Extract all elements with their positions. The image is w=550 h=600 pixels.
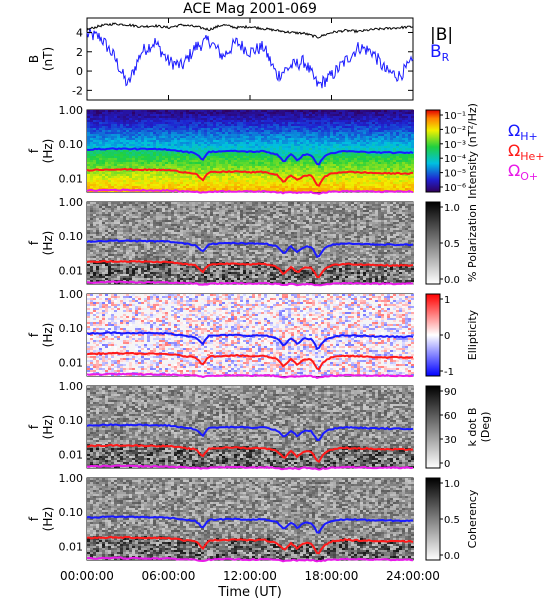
colorbar-tick-label: 10⁻⁵ — [444, 169, 466, 180]
panel-ylabel: f — [27, 424, 41, 429]
spectrogram-panel-5 — [86, 478, 414, 563]
colorbar-tick-label: 0.0 — [444, 551, 460, 562]
panel-axes-1: 1.00 0.10 0.01 10⁻¹ 10⁻² 10⁻³ 10⁻⁴ 10⁻⁵ 10⁻⁶ Inte… — [27, 103, 479, 199]
b-ytick-label: 2 — [76, 46, 83, 59]
colorbar — [425, 293, 441, 377]
colorbar-label: Intensity (nT²/Hz) — [466, 103, 479, 199]
x-tick-label: 06:00:00 — [142, 569, 196, 583]
br-line — [86, 28, 414, 89]
colorbar — [425, 109, 441, 193]
gyro-line-heplus-p1 — [86, 167, 413, 187]
gyro-line-heplus-p3 — [86, 351, 414, 371]
gyro-line-oplus-p3 — [86, 372, 414, 379]
panel-yunit: (Hz) — [41, 323, 55, 348]
freq-tick-label: 0.01 — [59, 540, 84, 553]
legend-omega-o: ΩO+ — [508, 161, 538, 183]
x-axis-label: Time (UT) — [217, 585, 282, 600]
colorbar-label: Coherency — [466, 489, 479, 548]
gyro-line-oplus-p4 — [86, 464, 414, 471]
panel-axes-0: B (nT) — [27, 17, 414, 101]
colorbar-tick-label: 10⁻³ — [444, 140, 466, 151]
freq-tick-label: 0.10 — [59, 506, 84, 519]
gyro-line-hplus-p5 — [86, 515, 413, 534]
legend-br: BR — [430, 42, 450, 64]
legend-omega-h: ΩH+ — [508, 121, 538, 143]
colorbar-label-unit: (Deg) — [479, 412, 492, 443]
gyro-line-heplus-p5 — [86, 535, 414, 555]
freq-tick-label: 0.10 — [59, 414, 84, 427]
freq-tick-label: 1.00 — [59, 288, 84, 301]
colorbar-tick-label: 10⁻⁶ — [444, 183, 466, 194]
gyro-line-heplus-p4 — [86, 443, 414, 464]
x-tick-label: 24:00:00 — [386, 569, 440, 583]
colorbar-tick-label: 1 — [444, 295, 450, 306]
freq-tick-label: 1.00 — [59, 472, 84, 485]
b-ytick-label: 4 — [76, 26, 83, 39]
b-ytick-label: -2 — [72, 84, 83, 97]
colorbar-tick-label: 0 — [444, 331, 450, 342]
legend-bmag: |B| — [430, 25, 453, 45]
colorbar — [425, 201, 441, 285]
x-tick-label: 18:00:00 — [305, 569, 359, 583]
legend-omega-he: ΩHe+ — [508, 141, 545, 163]
panel-ylabel: f — [27, 332, 41, 337]
gyro-line-hplus-p1 — [86, 147, 414, 166]
freq-tick-label: 0.01 — [59, 448, 84, 461]
gyro-line-oplus-p2 — [86, 280, 414, 287]
colorbar-tick-label: 10⁻⁴ — [444, 154, 466, 165]
chart-title: ACE Mag 2001-069 — [183, 1, 317, 17]
panel-ylabel: f — [27, 516, 41, 521]
gyro-line-hplus-p4 — [86, 423, 414, 442]
colorbar-tick-label: 1.0 — [444, 203, 460, 214]
colorbar-label: % Polarization — [466, 204, 479, 282]
b-field-panel: 4 2 0 -2 — [72, 22, 414, 97]
colorbar-label: Ellipticity — [466, 309, 479, 360]
panel-ylabel: B — [27, 55, 41, 63]
freq-tick-label: 0.10 — [59, 230, 84, 243]
x-tick-label: 00:00:00 — [60, 569, 114, 583]
x-tick-label: 12:00:00 — [223, 569, 277, 583]
colorbar-tick-label: -1 — [444, 367, 454, 378]
colorbar-tick-label: 10⁻² — [444, 125, 466, 136]
panel-ylabel: f — [27, 148, 41, 153]
freq-tick-label: 0.10 — [59, 138, 84, 151]
spectrogram-panel-4 — [86, 386, 414, 471]
freq-tick-label: 1.00 — [59, 380, 84, 393]
freq-tick-label: 0.01 — [59, 264, 84, 277]
gyro-line-oplus-p1 — [86, 188, 414, 195]
gyro-line-hplus-p3 — [86, 331, 414, 351]
colorbar-tick-label: 10⁻¹ — [444, 111, 466, 122]
panel-yunit: (Hz) — [41, 139, 55, 164]
colorbar — [425, 477, 441, 561]
gyro-line-hplus-p2 — [86, 239, 414, 258]
colorbar-tick-label: 30 — [444, 435, 457, 446]
colorbar — [425, 385, 441, 469]
bmag-line — [86, 22, 414, 39]
colorbar-tick-label: 0 — [444, 459, 450, 470]
freq-tick-label: 1.00 — [59, 104, 84, 117]
colorbar-tick-label: 0.5 — [444, 239, 460, 250]
b-ytick-label: 0 — [76, 65, 83, 78]
panel-yunit: (Hz) — [41, 415, 55, 440]
colorbar-tick-label: 90 — [444, 387, 457, 398]
colorbar-tick-label: 0.5 — [444, 515, 460, 526]
panel-ylabel: f — [27, 240, 41, 245]
gyro-line-heplus-p2 — [86, 260, 414, 279]
freq-tick-label: 1.00 — [59, 196, 84, 209]
colorbar-tick-label: 1.0 — [444, 479, 460, 490]
colorbar-tick-label: 0.0 — [444, 275, 460, 286]
spectrogram-panel-3 — [86, 294, 414, 379]
panel-yunit: (Hz) — [41, 231, 55, 256]
spectrogram-panel-1 — [86, 110, 414, 195]
panel-yunit: (Hz) — [41, 507, 55, 532]
freq-tick-label: 0.10 — [59, 322, 84, 335]
panel-yunit: (nT) — [41, 47, 55, 71]
freq-tick-label: 0.01 — [59, 356, 84, 369]
gyro-line-oplus-p5 — [86, 556, 414, 563]
colorbar-tick-label: 60 — [444, 411, 457, 422]
freq-tick-label: 0.01 — [59, 172, 84, 185]
spectrogram-panel-2 — [86, 202, 414, 287]
colorbar-label: k dot B — [466, 408, 479, 447]
